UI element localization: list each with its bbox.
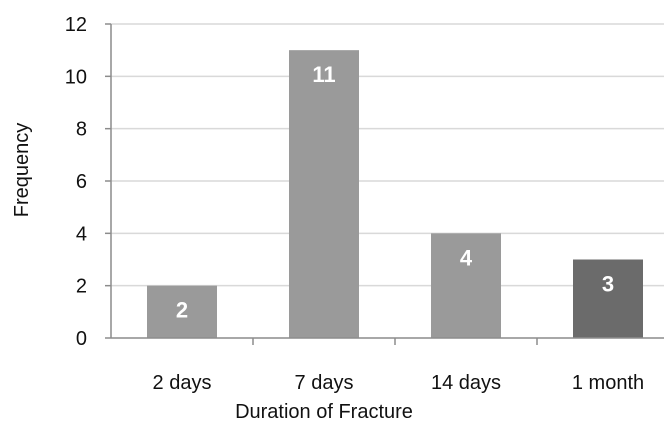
y-axis-title: Frequency xyxy=(11,123,33,218)
y-tick-label: 6 xyxy=(76,171,87,193)
axes xyxy=(105,23,664,345)
bar-1-month xyxy=(573,259,643,338)
data-label: 4 xyxy=(460,245,473,270)
bar-7-days xyxy=(289,50,359,339)
y-tick-label: 0 xyxy=(76,328,87,350)
bars xyxy=(147,50,643,339)
x-tick-label: 14 days xyxy=(431,372,501,394)
bar-14-days xyxy=(431,233,501,338)
x-axis-title: Duration of Fracture xyxy=(235,401,413,422)
y-tick-label: 12 xyxy=(65,14,87,36)
x-tick-label: 2 days xyxy=(153,372,212,394)
x-tick-label: 7 days xyxy=(295,372,354,394)
bar-2-days xyxy=(147,285,217,338)
labels: 0 2 4 6 8 10 12 2 2 days 11 7 days 4 14 days 3 1 month xyxy=(65,14,644,394)
data-label: 11 xyxy=(312,62,335,87)
y-tick-label: 8 xyxy=(76,119,87,141)
y-tick-label: 10 xyxy=(65,66,87,88)
data-label: 3 xyxy=(602,272,614,297)
data-label: 2 xyxy=(176,298,188,323)
y-tick-label: 2 xyxy=(76,276,87,298)
x-tick-label: 1 month xyxy=(572,372,644,394)
gridlines xyxy=(111,23,664,287)
y-tick-label: 4 xyxy=(76,223,87,245)
